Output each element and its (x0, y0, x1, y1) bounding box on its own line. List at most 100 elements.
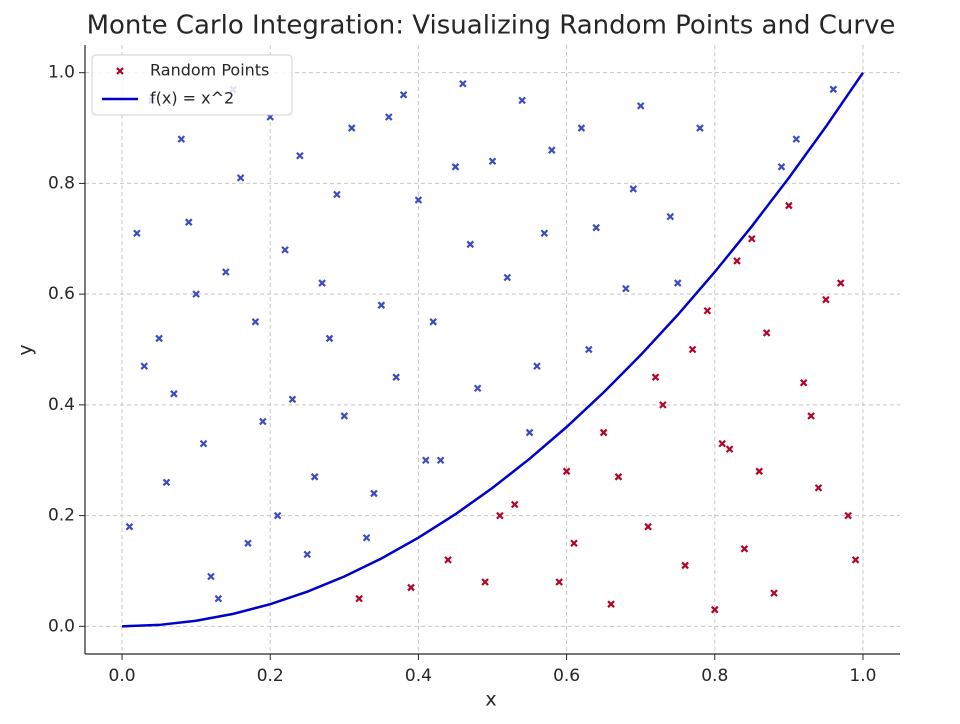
point (384, 113, 393, 121)
point (444, 556, 452, 564)
point (651, 373, 660, 381)
point (155, 334, 163, 343)
point (577, 124, 586, 132)
point (170, 390, 178, 398)
point (755, 467, 764, 476)
point (510, 500, 519, 509)
point (703, 306, 712, 315)
point (125, 522, 134, 531)
point (540, 229, 549, 238)
point (814, 484, 823, 492)
point (570, 539, 578, 548)
point (422, 456, 430, 465)
point (503, 273, 512, 282)
point (392, 373, 400, 381)
point (399, 91, 408, 99)
x-axis-label: x (485, 689, 496, 711)
point (473, 384, 482, 393)
point (585, 345, 593, 354)
x-tick-label: 0.8 (701, 666, 728, 686)
point (562, 467, 571, 476)
point (673, 279, 682, 287)
point (214, 594, 223, 603)
point (555, 578, 563, 586)
point (459, 79, 467, 88)
point (636, 102, 645, 110)
point (355, 594, 363, 603)
chart-title: Monte Carlo Integration: Visualizing Ran… (87, 11, 896, 41)
point (436, 456, 445, 465)
y-tick-label: 0.0 (48, 616, 75, 636)
point (622, 284, 630, 293)
point (325, 334, 334, 343)
point (251, 318, 260, 326)
point (547, 146, 556, 154)
point (162, 478, 171, 487)
point (592, 223, 601, 232)
point (414, 196, 423, 204)
point (518, 96, 526, 105)
x-tick-label: 1.0 (849, 666, 876, 686)
point (199, 439, 208, 448)
point (133, 229, 141, 238)
point (236, 174, 245, 182)
curve (121, 71, 864, 628)
point (829, 85, 838, 94)
point (688, 345, 697, 354)
y-tick-label: 0.8 (48, 173, 75, 193)
point (347, 124, 356, 132)
x-tick-label: 0.4 (405, 666, 432, 686)
point (407, 583, 415, 592)
point (281, 246, 289, 254)
point (777, 163, 786, 171)
y-axis-label: y (15, 344, 37, 355)
point (488, 157, 497, 166)
point (807, 412, 815, 420)
point (614, 473, 623, 481)
point (822, 295, 830, 304)
point (740, 545, 749, 553)
point (666, 212, 675, 221)
point (221, 268, 230, 276)
point (710, 605, 719, 614)
x-tick-label: 0.0 (109, 666, 136, 686)
point (184, 218, 193, 226)
legend-box (91, 54, 293, 116)
legend-label: f(x) = x^2 (150, 89, 234, 108)
x-tick-label: 0.2 (257, 666, 284, 686)
point (310, 473, 319, 481)
point (303, 550, 312, 559)
point (362, 533, 371, 542)
point (607, 600, 615, 608)
point (318, 279, 326, 287)
point (659, 401, 667, 409)
point (333, 190, 341, 199)
point (644, 522, 652, 531)
point (192, 290, 200, 298)
y-tick-label: 0.2 (48, 506, 75, 526)
point (725, 445, 734, 453)
point (177, 135, 186, 143)
x-tick-label: 0.6 (553, 666, 580, 686)
point (836, 279, 845, 287)
point (762, 329, 771, 337)
point (140, 362, 149, 370)
point (273, 511, 282, 520)
legend-marker (116, 67, 124, 75)
point (525, 428, 534, 437)
point (748, 234, 756, 243)
point (696, 124, 704, 132)
point (451, 163, 460, 171)
point (207, 572, 215, 581)
point (799, 378, 808, 387)
point (770, 589, 778, 597)
point (481, 578, 489, 586)
point (718, 439, 726, 448)
point (785, 201, 793, 210)
point (629, 185, 638, 193)
point (288, 395, 297, 404)
point (429, 318, 438, 326)
point (844, 511, 852, 520)
point (244, 539, 252, 548)
